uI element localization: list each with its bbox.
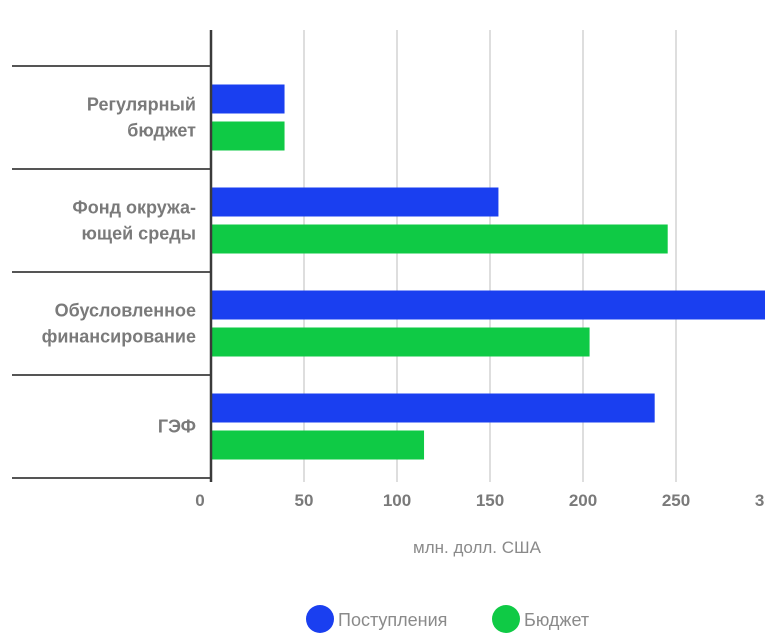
bar-budget-0 bbox=[212, 121, 285, 151]
legend-label: Бюджет bbox=[524, 610, 589, 630]
category-label: Регулярный bbox=[87, 95, 196, 115]
bar-receipts-3 bbox=[212, 393, 655, 423]
bar-budget-3 bbox=[212, 430, 425, 460]
category-label: Фонд окружа- bbox=[72, 198, 196, 218]
x-tick-label: 0 bbox=[195, 491, 204, 510]
category-label: Обусловленное bbox=[55, 301, 196, 321]
x-axis-title: млн. долл. США bbox=[413, 538, 542, 557]
legend-marker bbox=[306, 605, 334, 633]
legend: Поступления Бюджет bbox=[306, 605, 589, 633]
bar-receipts-2 bbox=[212, 290, 765, 320]
legend-marker bbox=[492, 605, 520, 633]
legend-label: Поступления bbox=[338, 610, 447, 630]
x-tick-label: 150 bbox=[476, 491, 504, 510]
category-label: ющей среды bbox=[82, 224, 196, 244]
category-label: ГЭФ bbox=[158, 417, 196, 437]
category-labels: Регулярный бюджет Фонд окружа-ющей среды Об… bbox=[42, 95, 197, 437]
x-tick-label: 250 bbox=[662, 491, 690, 510]
bar-receipts-0 bbox=[212, 84, 285, 114]
category-label: финансирование bbox=[42, 327, 196, 347]
bar-budget-1 bbox=[212, 224, 668, 254]
bars bbox=[212, 84, 765, 460]
x-tick-label: 50 bbox=[295, 491, 314, 510]
bar-budget-2 bbox=[212, 327, 590, 357]
category-label: бюджет bbox=[127, 121, 196, 141]
bar-receipts-1 bbox=[212, 187, 499, 217]
x-tick-label: 300 bbox=[755, 491, 765, 510]
category-separators bbox=[12, 65, 211, 479]
x-tick-labels: 0 50 100 150 200 250 300 bbox=[195, 491, 765, 510]
x-tick-label: 100 bbox=[383, 491, 411, 510]
x-tick-label: 200 bbox=[569, 491, 597, 510]
